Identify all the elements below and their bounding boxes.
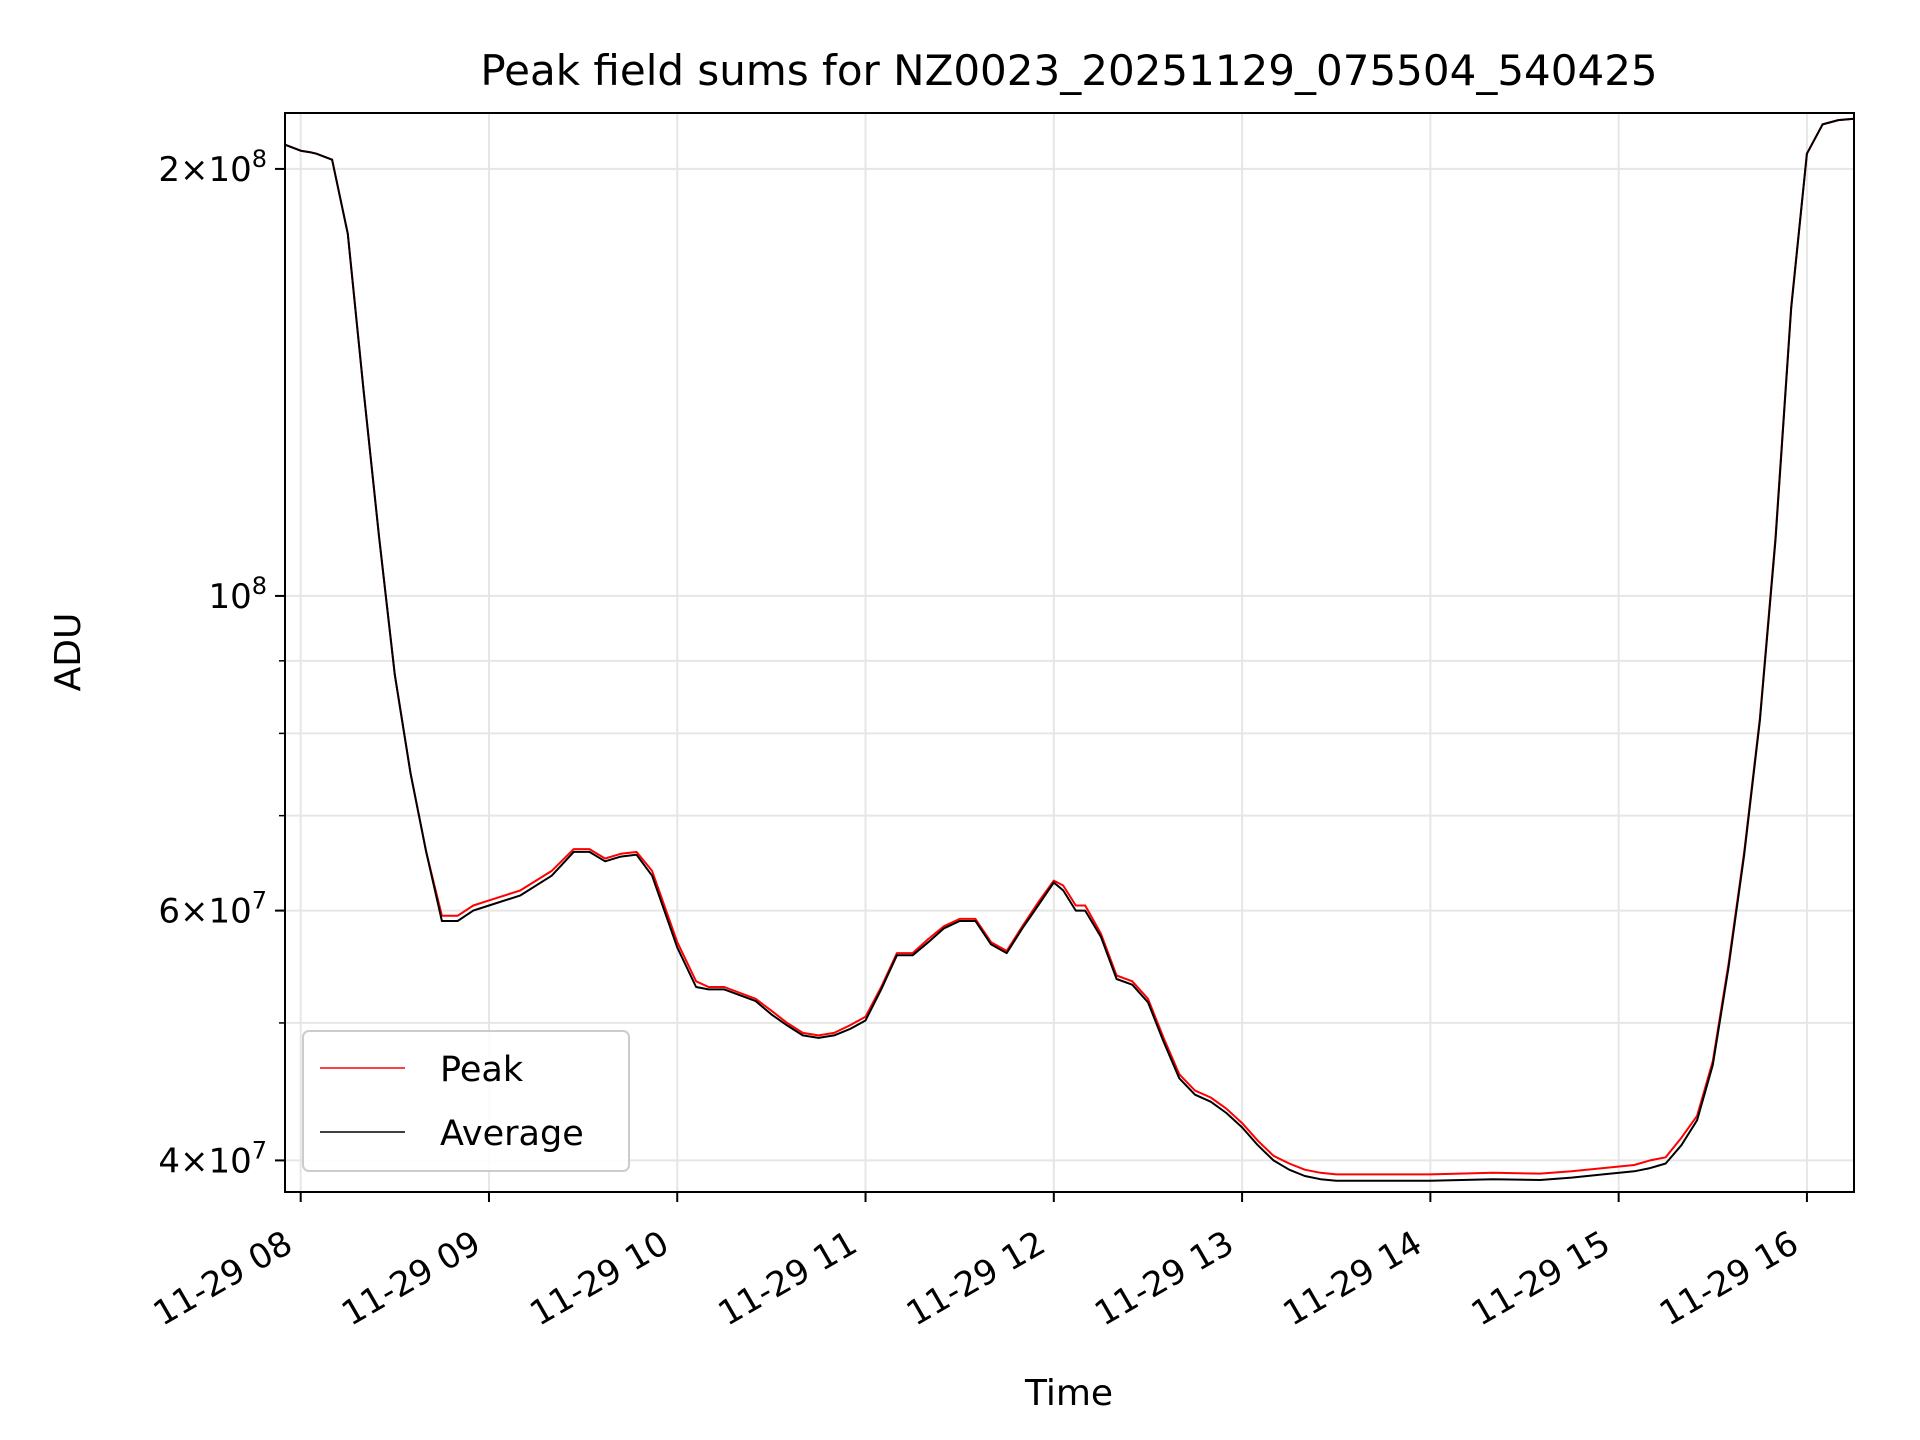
plot-frame	[284, 112, 1855, 1193]
series-line-peak	[284, 117, 1855, 1176]
series-line-average	[284, 117, 1855, 1182]
y-tick-label: 2×108	[158, 145, 267, 190]
chart-title: Peak field sums for NZ0023_20251129_0755…	[480, 46, 1657, 95]
y-axis: 4×107 6×107 108 2×108	[158, 145, 285, 1181]
grid-lines	[285, 113, 1854, 1192]
y-axis-label: ADU	[48, 613, 89, 692]
x-axis-label: Time	[1024, 1373, 1113, 1414]
y-tick-label: 108	[208, 572, 267, 617]
series-layer	[284, 117, 1855, 1182]
legend-box	[302, 1030, 630, 1172]
legend: Peak Average	[302, 1030, 630, 1172]
y-tick-label: 6×107	[158, 887, 267, 932]
y-tick-label: 4×107	[158, 1136, 267, 1181]
legend-average-label: Average	[440, 1114, 584, 1154]
legend-peak-label: Peak	[440, 1050, 524, 1090]
